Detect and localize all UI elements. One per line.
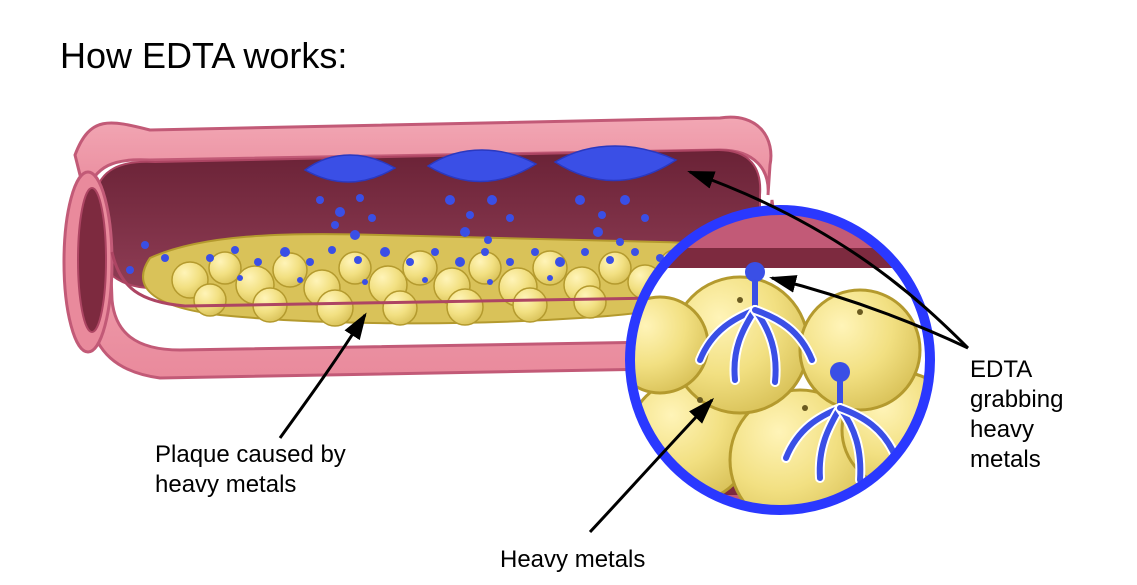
- label-heavy-metals: Heavy metals: [500, 545, 645, 575]
- magnifier: [612, 210, 958, 530]
- label-edta: EDTA grabbing heavy metals: [970, 355, 1063, 475]
- label-plaque: Plaque caused by heavy metals: [155, 440, 346, 500]
